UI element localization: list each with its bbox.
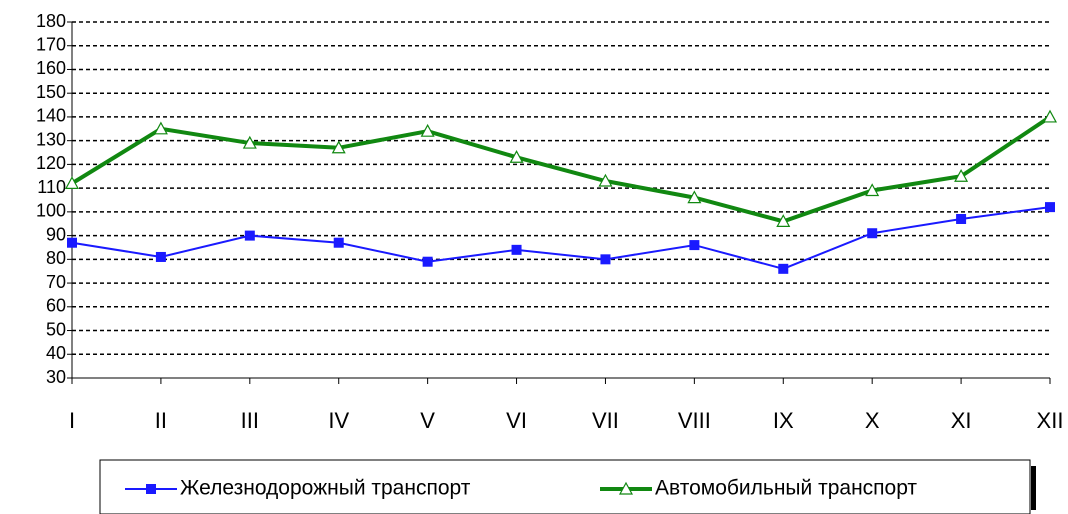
x-tick-label: VI xyxy=(506,408,527,433)
y-tick-label: 30 xyxy=(46,367,66,387)
marker xyxy=(598,173,613,187)
y-tick-label: 180 xyxy=(36,11,66,31)
x-tick-label: V xyxy=(420,408,435,433)
y-tick-label: 90 xyxy=(46,224,66,244)
legend-label: Автомобильный транспорт xyxy=(655,477,917,500)
marker xyxy=(1042,109,1058,123)
marker xyxy=(687,190,702,204)
marker xyxy=(1045,202,1055,213)
y-tick-label: 140 xyxy=(36,106,66,126)
x-tick-label: XI xyxy=(951,408,972,433)
marker xyxy=(776,214,791,227)
marker xyxy=(333,237,344,248)
marker xyxy=(867,228,878,239)
marker xyxy=(153,121,168,135)
marker xyxy=(511,244,522,255)
marker xyxy=(422,256,433,267)
marker xyxy=(865,183,880,197)
marker xyxy=(509,150,524,163)
marker xyxy=(146,484,156,494)
legend-label: Железнодорожный транспорт xyxy=(180,477,471,500)
y-tick-label: 150 xyxy=(36,82,66,102)
y-tick-label: 120 xyxy=(36,153,66,173)
y-tick-label: 100 xyxy=(36,201,66,221)
x-tick-label: VII xyxy=(592,408,619,433)
x-tick-label: III xyxy=(241,408,259,433)
marker xyxy=(331,140,346,154)
y-tick-label: 40 xyxy=(46,343,66,363)
x-tick-label: IV xyxy=(328,408,349,433)
marker xyxy=(155,251,166,262)
x-tick-label: XII xyxy=(1037,408,1064,433)
y-tick-label: 170 xyxy=(36,34,66,54)
y-tick-label: 70 xyxy=(46,272,66,292)
y-tick-label: 50 xyxy=(46,319,66,339)
series-line xyxy=(71,206,1051,270)
marker xyxy=(244,230,255,241)
marker xyxy=(420,123,435,137)
marker xyxy=(600,254,611,265)
legend-shadow xyxy=(1031,466,1036,510)
x-tick-label: II xyxy=(155,408,167,433)
legend-box xyxy=(99,459,1031,514)
y-tick-label: 160 xyxy=(36,58,66,78)
marker xyxy=(689,240,700,251)
marker xyxy=(242,135,257,149)
x-tick-label: IX xyxy=(773,408,794,433)
series-line xyxy=(70,115,1052,224)
x-tick-label: I xyxy=(69,408,75,433)
marker xyxy=(67,237,77,248)
marker xyxy=(778,263,789,274)
marker xyxy=(956,213,967,224)
y-tick-label: 130 xyxy=(36,129,66,149)
marker xyxy=(64,176,80,189)
x-tick-label: X xyxy=(865,408,880,433)
y-tick-label: 80 xyxy=(46,248,66,268)
x-tick-label: VIII xyxy=(678,408,711,433)
marker xyxy=(618,481,634,495)
marker xyxy=(954,169,969,182)
y-tick-label: 60 xyxy=(46,296,66,316)
y-tick-label: 110 xyxy=(37,177,66,197)
